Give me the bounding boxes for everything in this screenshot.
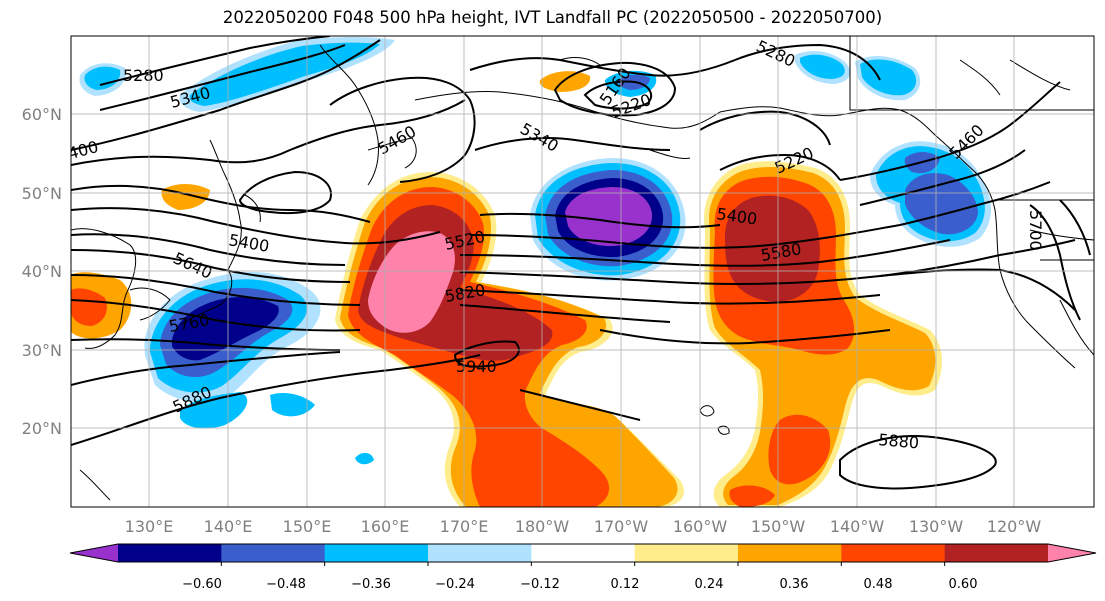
contour-label: 5700: [1026, 210, 1045, 251]
lon-tick-label: 170°W: [594, 517, 649, 536]
colorbar-swatch: [531, 544, 636, 562]
lon-tick-labels: 130°E 140°E 150°E 160°E 170°E 180°W 170°…: [125, 517, 1042, 536]
colorbar-extend-max: [1048, 544, 1096, 562]
ivt-negative-central: [530, 70, 686, 281]
lat-tick-label: 30°N: [22, 341, 62, 360]
colorbar-swatch: [428, 544, 532, 562]
colorbar-tick-label: 0.36: [780, 577, 809, 592]
colorbar-tick-labels: −0.60 −0.48 −0.36 −0.24 −0.12 0.12 0.24 …: [182, 577, 977, 592]
map-panel: 5280 5340 5400 5460 5400 5640 5760 5880 …: [71, 36, 1094, 507]
contour-label: 5880: [878, 430, 920, 452]
map-frame: [70, 35, 1095, 508]
contour-label: 5280: [123, 66, 164, 85]
colorbar-tick-label: −0.48: [266, 577, 306, 592]
contour-label: 5940: [456, 357, 497, 376]
lon-tick-label: 130°W: [909, 517, 964, 536]
lat-tick-labels: 60°N 50°N 40°N 30°N 20°N: [22, 105, 62, 438]
ivt-negative-left-arc: [79, 37, 395, 465]
lat-tick-label: 60°N: [22, 105, 62, 124]
colorbar-tick-label: −0.24: [435, 577, 475, 592]
lon-tick-label: 130°E: [125, 517, 174, 536]
colorbar-tick-label: 0.60: [949, 577, 978, 592]
colorbar-tick-label: −0.36: [351, 577, 391, 592]
lat-tick-label: 50°N: [22, 184, 62, 203]
ivt-positive-east: [704, 161, 942, 507]
lon-tick-label: 140°E: [204, 517, 253, 536]
lon-tick-label: 170°E: [440, 517, 489, 536]
lat-tick-label: 40°N: [22, 262, 62, 281]
lon-tick-label: 120°W: [987, 517, 1042, 536]
height-contours: [71, 36, 1091, 490]
colorbar-swatch: [221, 544, 326, 562]
colorbar-tick-label: 0.12: [611, 577, 640, 592]
colorbar-tick-label: 0.48: [864, 577, 893, 592]
lon-tick-label: 140°W: [830, 517, 885, 536]
lon-tick-label: 160°W: [673, 517, 728, 536]
lon-tick-label: 150°E: [283, 517, 332, 536]
colorbar: [69, 543, 1097, 566]
colorbar-extend-min: [70, 544, 118, 562]
colorbar-swatch: [738, 544, 842, 562]
colorbar-tick-label: −0.12: [520, 577, 560, 592]
graticule: [71, 36, 1094, 507]
colorbar-tick-label: −0.60: [182, 577, 222, 592]
lon-tick-label: 150°W: [751, 517, 806, 536]
colorbar-tick-label: 0.24: [695, 577, 724, 592]
colorbar-swatch: [118, 544, 222, 562]
lon-tick-label: 180°W: [515, 517, 570, 536]
colorbar-swatch: [324, 544, 429, 562]
colorbar-swatch: [634, 544, 739, 562]
colorbar-outline: [69, 543, 1097, 563]
map-title: 2022050200 F048 500 hPa height, IVT Land…: [222, 8, 883, 27]
lon-tick-label: 160°E: [361, 517, 410, 536]
colorbar-swatch: [841, 544, 946, 562]
lat-tick-label: 20°N: [22, 419, 62, 438]
colorbar-swatch: [944, 544, 1049, 562]
